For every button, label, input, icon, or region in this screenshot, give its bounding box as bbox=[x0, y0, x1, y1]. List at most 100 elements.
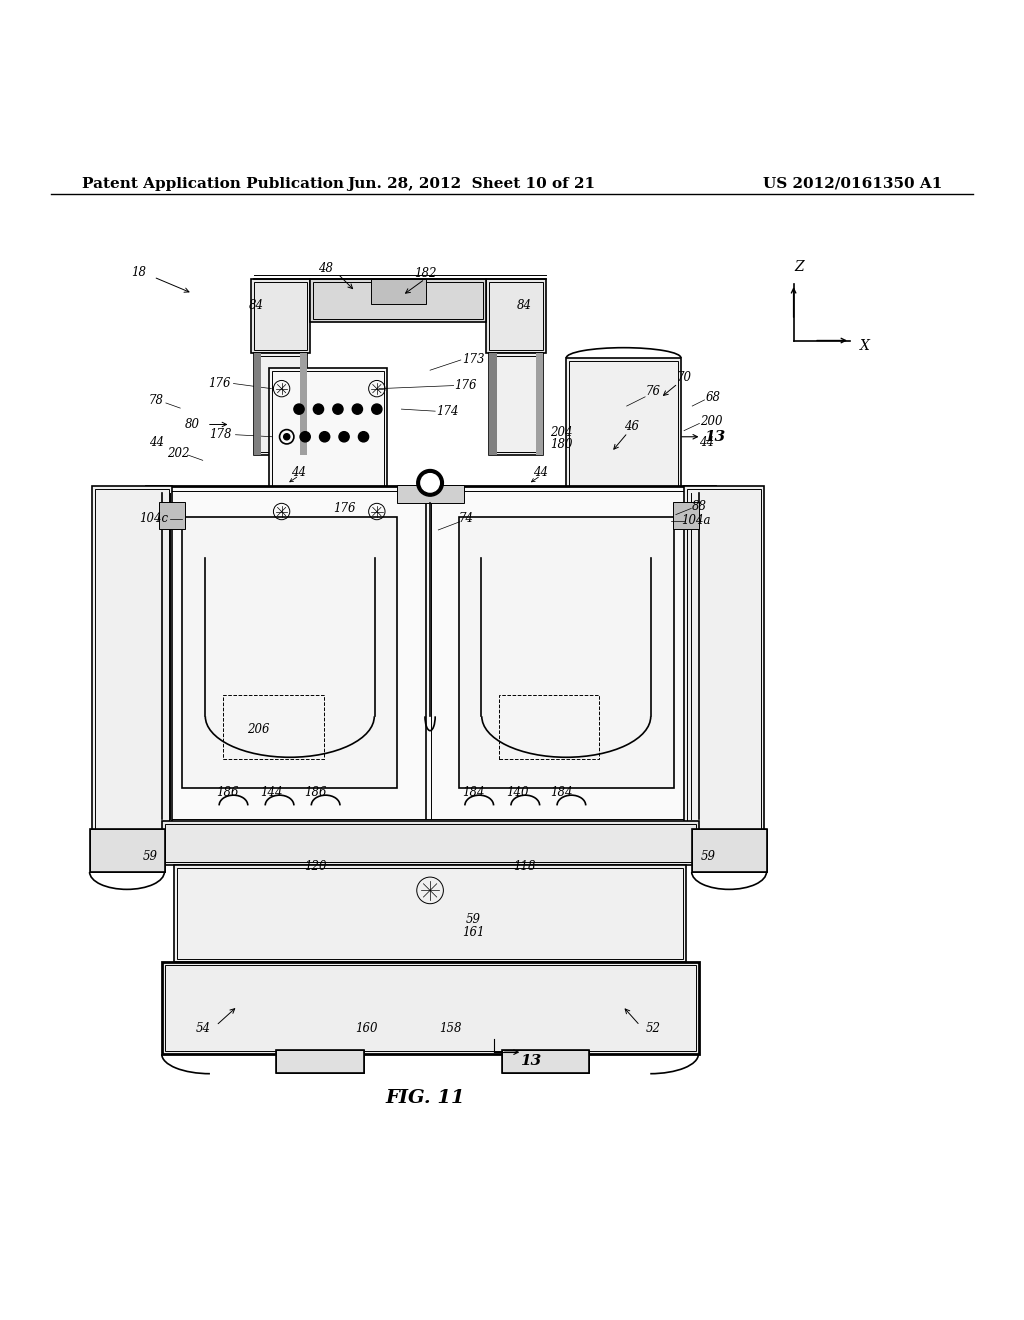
Bar bbox=[254, 282, 307, 350]
Text: 104c: 104c bbox=[139, 512, 168, 525]
Text: 80: 80 bbox=[185, 418, 200, 430]
Bar bbox=[566, 358, 681, 494]
Bar bbox=[459, 516, 674, 788]
Circle shape bbox=[352, 404, 362, 414]
Bar bbox=[223, 694, 324, 759]
Circle shape bbox=[358, 432, 369, 442]
Circle shape bbox=[339, 432, 349, 442]
Circle shape bbox=[284, 434, 290, 440]
Circle shape bbox=[417, 470, 443, 496]
Text: 78: 78 bbox=[148, 395, 163, 408]
Text: Patent Application Publication: Patent Application Publication bbox=[82, 177, 344, 191]
Text: 59: 59 bbox=[143, 850, 158, 863]
Bar bbox=[254, 352, 261, 455]
Text: 174: 174 bbox=[436, 405, 459, 417]
Text: 184: 184 bbox=[462, 785, 484, 799]
Text: 161: 161 bbox=[462, 925, 484, 939]
Text: 104a: 104a bbox=[682, 515, 711, 527]
Bar bbox=[276, 1051, 364, 1073]
Text: 76: 76 bbox=[646, 385, 660, 399]
Text: US 2012/0161350 A1: US 2012/0161350 A1 bbox=[763, 177, 942, 191]
Bar bbox=[489, 352, 543, 455]
Text: 52: 52 bbox=[646, 1022, 660, 1035]
Bar bbox=[165, 824, 696, 862]
Text: 59: 59 bbox=[466, 912, 480, 925]
Text: 160: 160 bbox=[355, 1022, 378, 1035]
Circle shape bbox=[319, 432, 330, 442]
Bar bbox=[177, 867, 683, 960]
Bar bbox=[257, 356, 304, 453]
Bar bbox=[687, 488, 761, 841]
Text: 120: 120 bbox=[304, 861, 327, 874]
Text: 176: 176 bbox=[333, 502, 355, 515]
Text: 44: 44 bbox=[292, 466, 306, 479]
Bar bbox=[276, 1051, 364, 1073]
Bar bbox=[92, 486, 172, 845]
Text: 13: 13 bbox=[705, 430, 725, 444]
Bar bbox=[493, 356, 540, 453]
Bar bbox=[162, 962, 699, 1055]
Text: 186: 186 bbox=[304, 785, 327, 799]
Bar bbox=[310, 279, 486, 322]
Bar bbox=[174, 865, 686, 962]
Text: Jun. 28, 2012  Sheet 10 of 21: Jun. 28, 2012 Sheet 10 of 21 bbox=[347, 177, 595, 191]
Text: 44: 44 bbox=[699, 437, 714, 449]
Circle shape bbox=[300, 432, 310, 442]
Text: 88: 88 bbox=[692, 500, 707, 513]
Text: 144: 144 bbox=[260, 785, 283, 799]
Bar bbox=[673, 503, 699, 529]
Text: X: X bbox=[860, 339, 870, 352]
Text: 84: 84 bbox=[249, 300, 263, 313]
Bar bbox=[251, 279, 310, 352]
Text: 178: 178 bbox=[209, 428, 231, 441]
Bar bbox=[489, 352, 497, 455]
Bar bbox=[569, 360, 678, 490]
Bar bbox=[95, 488, 169, 841]
Bar bbox=[692, 829, 767, 873]
Bar bbox=[146, 486, 715, 824]
Text: 173: 173 bbox=[462, 354, 484, 367]
Text: 13: 13 bbox=[520, 1055, 541, 1068]
Text: 70: 70 bbox=[677, 371, 691, 384]
Text: 74: 74 bbox=[459, 512, 473, 525]
Text: 176: 176 bbox=[455, 379, 477, 392]
Circle shape bbox=[313, 404, 324, 414]
Circle shape bbox=[372, 404, 382, 414]
Bar bbox=[300, 352, 307, 455]
Text: 54: 54 bbox=[196, 1022, 210, 1035]
Text: 118: 118 bbox=[513, 861, 536, 874]
Bar bbox=[90, 829, 165, 873]
Text: 46: 46 bbox=[625, 420, 639, 433]
Circle shape bbox=[333, 404, 343, 414]
Text: 18: 18 bbox=[131, 267, 145, 280]
Bar bbox=[684, 486, 764, 845]
Text: 68: 68 bbox=[706, 391, 720, 404]
Text: 184: 184 bbox=[550, 785, 572, 799]
Bar bbox=[165, 965, 696, 1051]
Bar bbox=[152, 491, 710, 818]
Text: 206: 206 bbox=[247, 723, 269, 737]
Text: 180: 180 bbox=[550, 438, 572, 451]
Text: 200: 200 bbox=[700, 414, 723, 428]
Text: 59: 59 bbox=[701, 850, 716, 863]
Text: 84: 84 bbox=[517, 300, 531, 313]
Text: 44: 44 bbox=[150, 437, 164, 449]
Text: 44: 44 bbox=[534, 466, 548, 479]
Text: 158: 158 bbox=[439, 1022, 462, 1035]
Text: 204: 204 bbox=[550, 426, 572, 440]
Circle shape bbox=[421, 474, 439, 492]
Bar bbox=[182, 516, 397, 788]
Bar bbox=[371, 279, 426, 304]
Text: 202: 202 bbox=[167, 446, 189, 459]
Bar bbox=[162, 821, 699, 865]
Bar bbox=[272, 371, 384, 524]
Text: 48: 48 bbox=[318, 263, 333, 276]
Text: 176: 176 bbox=[208, 378, 230, 389]
Bar bbox=[502, 1051, 589, 1073]
Bar bbox=[90, 829, 165, 873]
Circle shape bbox=[294, 404, 304, 414]
Bar bbox=[254, 352, 307, 455]
Bar bbox=[159, 503, 185, 529]
Text: 182: 182 bbox=[414, 268, 436, 280]
Bar bbox=[313, 282, 483, 319]
